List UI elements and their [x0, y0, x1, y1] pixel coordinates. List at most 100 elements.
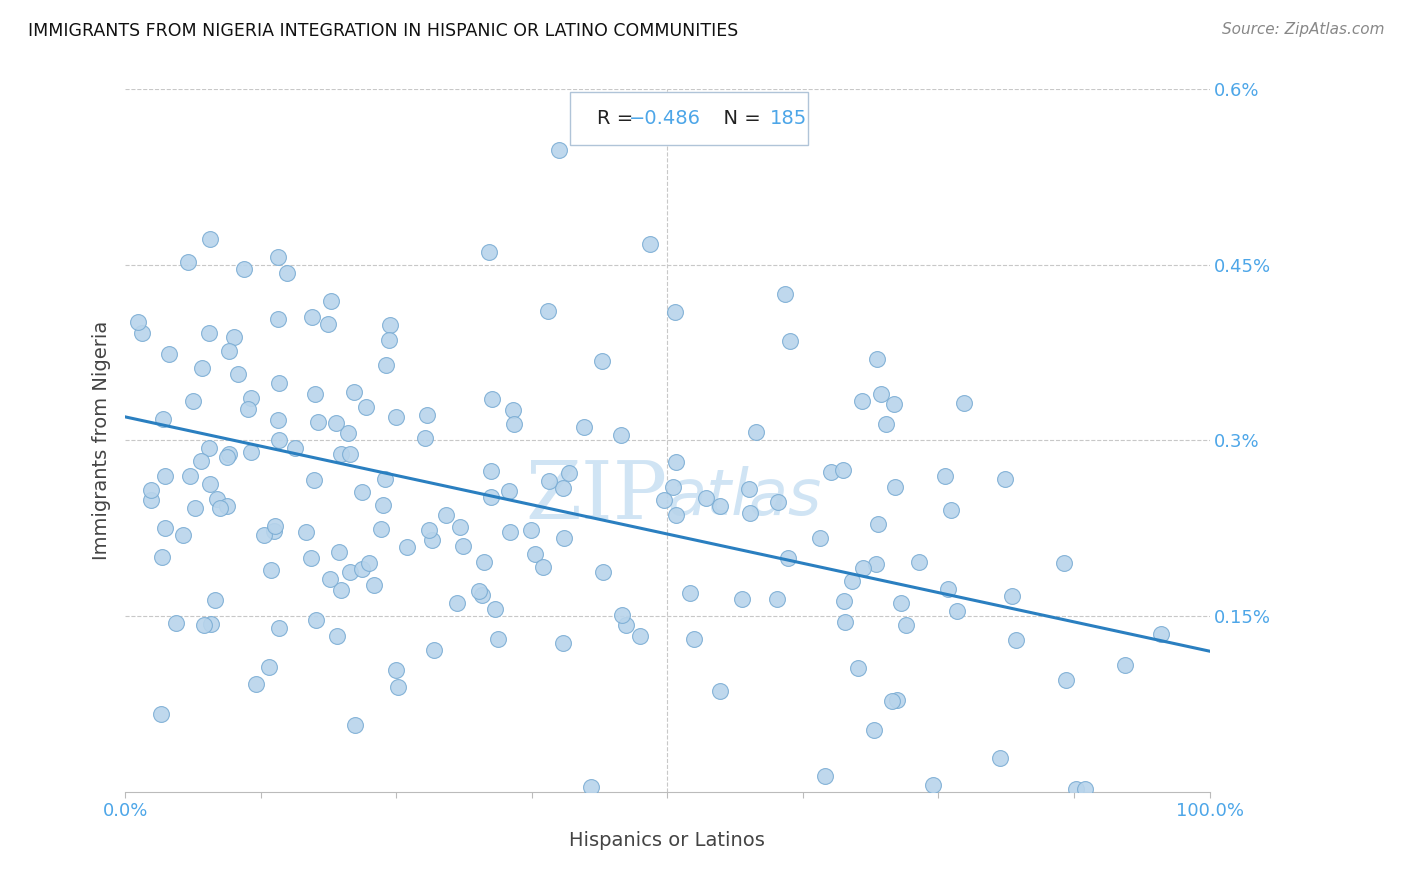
Point: [165, 616, 187, 631]
Point: [354, 400, 377, 414]
Point: [215, 450, 238, 464]
Point: [941, 503, 963, 517]
Point: [370, 522, 392, 536]
Point: [479, 490, 502, 504]
Point: [339, 565, 361, 579]
Y-axis label: Immigrants from Nigeria: Immigrants from Nigeria: [93, 321, 111, 560]
Point: [224, 330, 246, 344]
Point: [263, 518, 285, 533]
Point: [385, 663, 408, 677]
Point: [380, 318, 402, 332]
Point: [498, 524, 520, 539]
Point: [218, 447, 240, 461]
Point: [614, 618, 637, 632]
Point: [446, 596, 468, 610]
Text: 185: 185: [770, 109, 807, 128]
Point: [609, 428, 631, 442]
X-axis label: Hispanics or Latinos: Hispanics or Latinos: [569, 831, 765, 850]
Point: [434, 508, 457, 523]
Point: [851, 393, 873, 408]
Point: [299, 551, 322, 566]
Point: [449, 520, 471, 534]
Point: [200, 232, 222, 246]
Point: [325, 416, 347, 430]
Text: atlas: atlas: [668, 466, 821, 527]
Point: [319, 572, 342, 586]
Point: [591, 354, 613, 368]
Point: [350, 562, 373, 576]
Point: [664, 305, 686, 319]
Point: [1004, 632, 1026, 647]
Point: [329, 447, 352, 461]
Point: [875, 417, 897, 431]
Point: [1064, 782, 1087, 797]
Point: [239, 444, 262, 458]
Point: [350, 484, 373, 499]
Point: [682, 632, 704, 647]
Point: [866, 517, 889, 532]
Point: [523, 547, 546, 561]
Point: [551, 636, 574, 650]
Point: [190, 454, 212, 468]
Point: [191, 360, 214, 375]
Point: [498, 484, 520, 499]
Point: [665, 455, 688, 469]
Point: [363, 578, 385, 592]
Point: [208, 501, 231, 516]
Point: [921, 778, 943, 792]
Point: [198, 477, 221, 491]
Point: [477, 245, 499, 260]
Point: [537, 303, 560, 318]
Point: [267, 620, 290, 634]
Point: [936, 582, 959, 596]
Point: [572, 420, 595, 434]
Point: [319, 294, 342, 309]
Point: [339, 447, 361, 461]
Point: [307, 415, 329, 429]
Point: [852, 560, 875, 574]
Point: [776, 550, 799, 565]
Point: [468, 583, 491, 598]
Point: [481, 392, 503, 406]
Point: [204, 593, 226, 607]
Point: [218, 343, 240, 358]
Point: [870, 386, 893, 401]
FancyBboxPatch shape: [569, 93, 808, 145]
Point: [260, 563, 283, 577]
Point: [150, 550, 173, 565]
Text: R =: R =: [598, 109, 640, 128]
Point: [638, 236, 661, 251]
Point: [198, 441, 221, 455]
Point: [236, 402, 259, 417]
Point: [503, 417, 526, 432]
Point: [882, 694, 904, 708]
Point: [263, 524, 285, 538]
Point: [184, 500, 207, 515]
Point: [484, 601, 506, 615]
Point: [451, 539, 474, 553]
Point: [153, 521, 176, 535]
Point: [946, 604, 969, 618]
Point: [325, 629, 347, 643]
Point: [157, 347, 180, 361]
Text: Source: ZipAtlas.com: Source: ZipAtlas.com: [1222, 22, 1385, 37]
Point: [886, 692, 908, 706]
Point: [269, 376, 291, 390]
Text: N =: N =: [710, 109, 766, 128]
Point: [257, 660, 280, 674]
Point: [472, 555, 495, 569]
Point: [152, 412, 174, 426]
Point: [193, 617, 215, 632]
Point: [883, 397, 905, 411]
Point: [709, 684, 731, 698]
Point: [253, 528, 276, 542]
Point: [813, 769, 835, 783]
Point: [471, 588, 494, 602]
Point: [745, 425, 768, 439]
Point: [765, 591, 787, 606]
Point: [531, 559, 554, 574]
Point: [139, 493, 162, 508]
Point: [579, 780, 602, 794]
Point: [1054, 673, 1077, 687]
Point: [232, 262, 254, 277]
